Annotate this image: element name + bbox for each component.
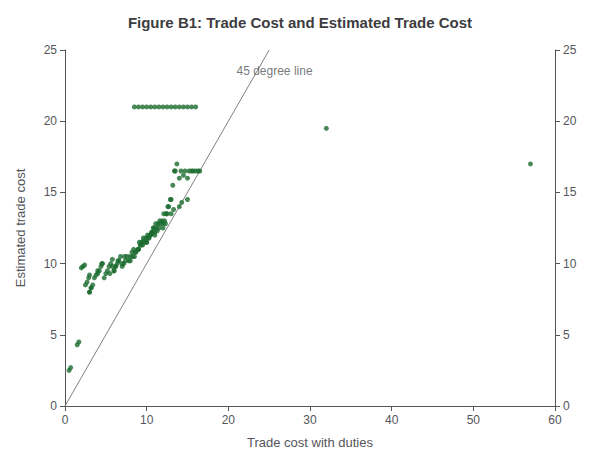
svg-text:10: 10 (563, 257, 577, 271)
svg-text:5: 5 (563, 328, 570, 342)
svg-text:20: 20 (222, 413, 236, 427)
svg-text:Trade cost with duties: Trade cost with duties (247, 435, 373, 450)
svg-text:30: 30 (303, 413, 317, 427)
svg-text:20: 20 (563, 114, 577, 128)
svg-text:10: 10 (44, 257, 58, 271)
svg-text:40: 40 (385, 413, 399, 427)
svg-text:5: 5 (50, 328, 57, 342)
svg-text:50: 50 (467, 413, 481, 427)
svg-text:0: 0 (563, 399, 570, 413)
svg-text:25: 25 (44, 43, 58, 57)
svg-text:20: 20 (44, 114, 58, 128)
svg-text:Estimated trade cost: Estimated trade cost (13, 168, 28, 287)
svg-text:45 degree line: 45 degree line (237, 64, 313, 78)
svg-text:15: 15 (44, 185, 58, 199)
svg-text:25: 25 (563, 43, 577, 57)
svg-text:10: 10 (140, 413, 154, 427)
svg-text:15: 15 (563, 185, 577, 199)
svg-text:0: 0 (62, 413, 69, 427)
svg-text:60: 60 (548, 413, 562, 427)
svg-text:Figure B1: Trade Cost and Esti: Figure B1: Trade Cost and Estimated Trad… (128, 14, 472, 31)
svg-text:0: 0 (50, 399, 57, 413)
